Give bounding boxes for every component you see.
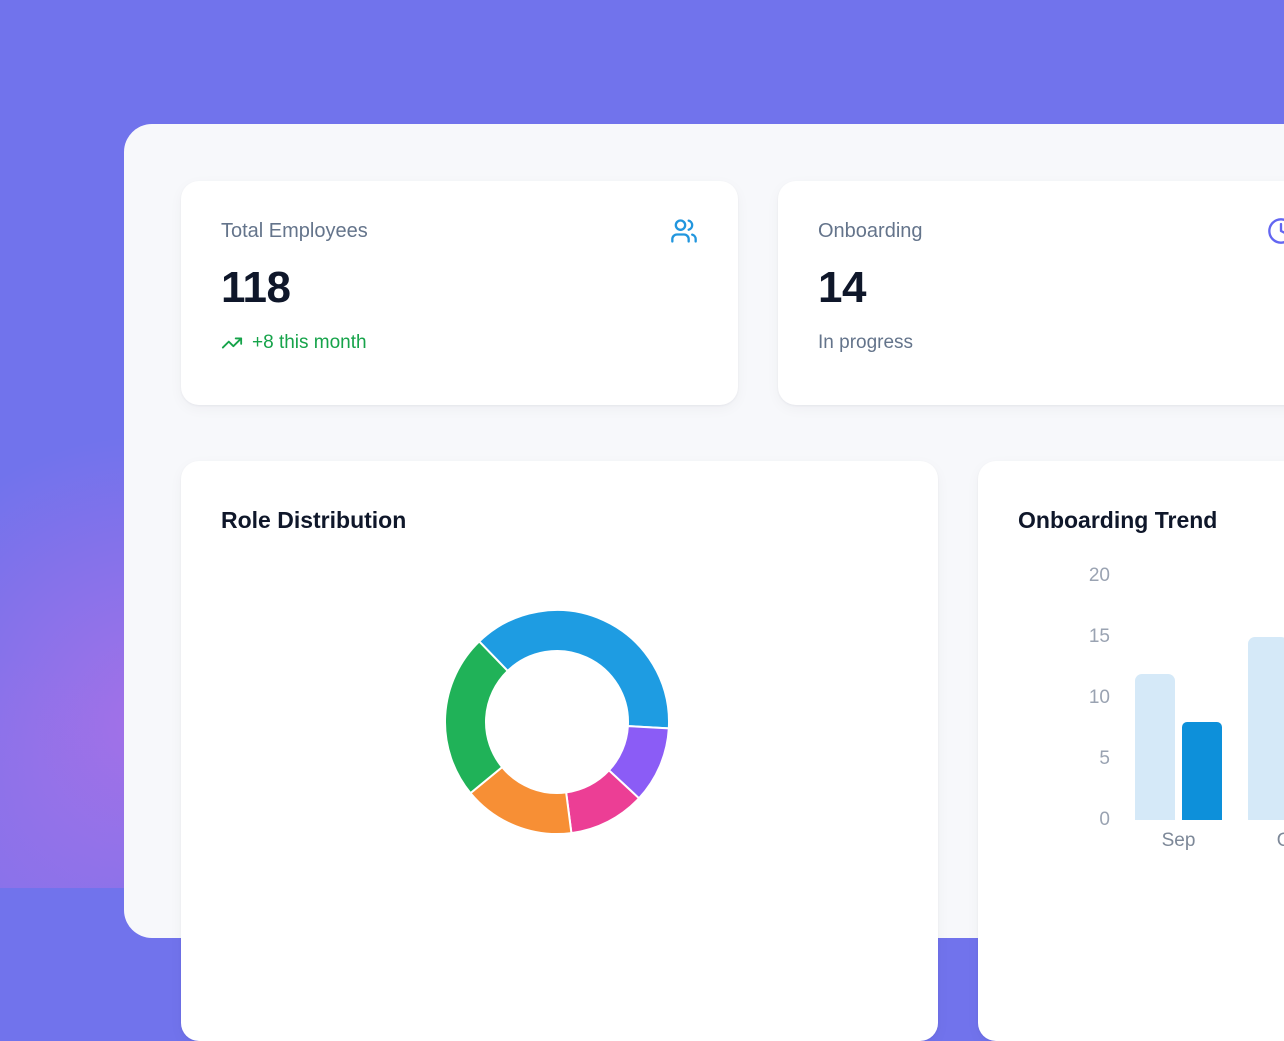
onboarding-status-text: In progress (818, 332, 914, 353)
total-employees-card: Total Employees 118 +8 this month (181, 181, 738, 405)
onboarding-value: 14 (818, 263, 866, 312)
donut-slice-green-segment (444, 640, 509, 795)
onboarding-trend-card: Onboarding Trend 0 5 10 15 20 Sep Oct (978, 461, 1284, 1041)
y-axis-tick-15: 15 (1088, 626, 1110, 647)
x-axis-label-sep: Sep (1161, 830, 1196, 851)
onboarding-trend-title: Onboarding Trend (1018, 507, 1218, 533)
users-icon (670, 217, 698, 245)
stat-label: Onboarding (818, 220, 923, 242)
bar-oct-light-blue-series (1248, 637, 1284, 820)
stat-card-header: Total Employees (221, 217, 698, 245)
stat-card-header: Onboarding (818, 217, 1284, 245)
trending-up-icon (221, 332, 243, 354)
donut-chart-svg (444, 609, 670, 835)
stat-label: Total Employees (221, 220, 368, 242)
bar-sep-light-blue-series (1135, 673, 1175, 820)
monthly-trend: +8 this month (221, 331, 698, 355)
donut-slice-blue-segment (478, 609, 670, 730)
role-distribution-donut (444, 609, 670, 835)
clock-icon (1267, 217, 1284, 245)
y-axis-tick-20: 20 (1088, 565, 1110, 586)
role-distribution-card: Role Distribution (181, 461, 938, 1041)
bar-sep-dark-blue-series (1182, 722, 1222, 820)
y-axis-tick-0: 0 (1099, 809, 1110, 830)
x-axis-label-oct: Oct (1248, 829, 1284, 853)
total-employees-value: 118 (221, 263, 291, 312)
trend-text: +8 this month (252, 332, 367, 353)
y-axis-tick-5: 5 (1099, 748, 1110, 769)
dashboard-panel: Total Employees 118 +8 this month (124, 124, 1284, 1041)
onboarding-card: Onboarding 14 In progress (778, 181, 1284, 405)
onboarding-trend-bar-chart: 0 5 10 15 20 Sep Oct (978, 461, 1284, 1041)
y-axis-tick-10: 10 (1088, 687, 1110, 708)
role-distribution-title: Role Distribution (221, 507, 407, 533)
